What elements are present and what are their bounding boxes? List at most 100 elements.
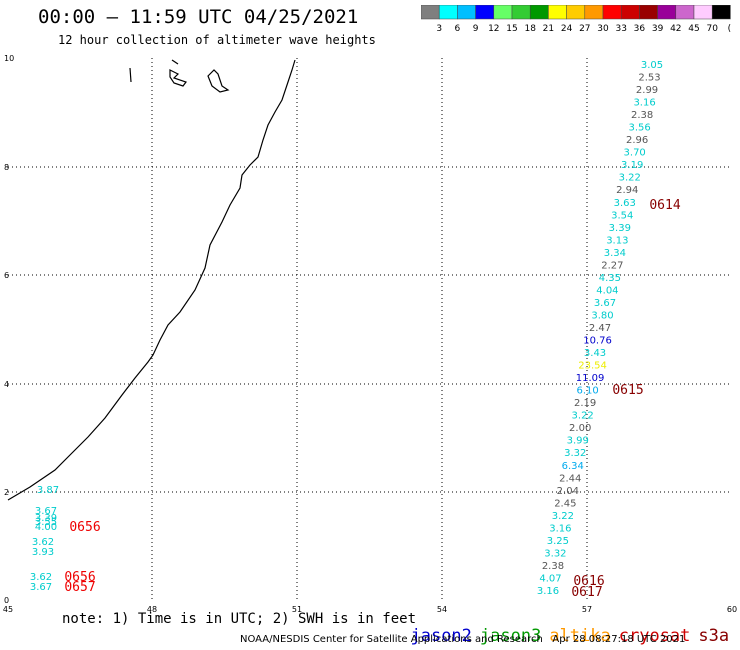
wave-height-value: 3.54 (611, 210, 633, 221)
legend-altika: altika (549, 626, 611, 646)
scale-label: 3 (436, 24, 442, 34)
wave-height-value: 3.99 (567, 436, 589, 447)
wave-height-value: 3.62 (30, 572, 52, 583)
wave-height-value: 3.87 (37, 485, 59, 496)
legend-jason2: jason2 (410, 626, 472, 646)
wave-height-value: 4.04 (596, 285, 618, 296)
color-swatch (657, 5, 677, 20)
legend-jason3: jason3 (479, 626, 542, 646)
color-swatch (548, 5, 567, 20)
x-tick-label: 57 (582, 605, 592, 614)
wave-height-value: 3.43 (584, 348, 606, 359)
scale-label: 30 (597, 24, 609, 34)
wave-height-value: 3.55 (35, 517, 57, 528)
wave-height-value: 3.67 (35, 506, 57, 517)
scale-label: 6 (455, 24, 461, 34)
x-tick-label: 54 (437, 605, 447, 614)
color-swatch (639, 5, 658, 20)
x-tick-label: 48 (147, 605, 157, 614)
wave-height-value: 2.38 (542, 561, 564, 572)
scale-label: 18 (524, 24, 536, 34)
wave-height-value: 3.22 (552, 511, 574, 522)
wave-height-value: 3.22 (619, 173, 641, 184)
y-tick-label: 10 (4, 54, 14, 63)
wave-height-value: 3.63 (614, 198, 636, 209)
pass-time-label: 0656 (64, 570, 95, 585)
wave-height-value: 3.16 (537, 586, 559, 597)
color-swatch (457, 5, 476, 20)
scale-label: 33 (615, 24, 626, 34)
wave-height-value: 4.00 (35, 522, 57, 533)
y-tick-label: 6 (4, 271, 9, 280)
note-text: note: 1) Time is in UTC; 2) SWH is in fe… (62, 611, 417, 627)
legend-cryosat: cryosat (618, 626, 691, 646)
y-tick-label: 8 (4, 163, 9, 172)
wave-height-value: 2.38 (631, 110, 653, 121)
scale-label: 39 (652, 24, 664, 34)
wave-height-value: 2.45 (554, 498, 576, 509)
wave-height-value: 3.67 (30, 582, 52, 593)
wave-height-value: 11.09 (576, 373, 605, 384)
wave-height-value: 10.76 (583, 336, 612, 347)
scale-label: 12 (488, 24, 499, 34)
wave-height-value: 3.62 (32, 537, 54, 548)
color-swatch (529, 5, 549, 20)
map-subtitle: 12 hour collection of altimeter wave hei… (58, 33, 376, 47)
scale-label: 42 (670, 24, 681, 34)
wave-height-value: 3.05 (641, 60, 663, 71)
color-swatch (584, 5, 604, 20)
wave-height-value: 3.16 (549, 523, 571, 534)
scale-label: 70 (706, 24, 718, 34)
wave-height-value: 2.27 (601, 260, 623, 271)
coastline (7, 59, 296, 501)
island-shape (169, 69, 187, 87)
island-shape (129, 67, 132, 83)
wave-height-value: 3.34 (604, 248, 626, 259)
island-shape (207, 69, 230, 93)
scale-label: 15 (506, 24, 517, 34)
pass-time-label: 0656 (69, 520, 100, 535)
map-title: 00:00 – 11:59 UTC 04/25/2021 (38, 6, 359, 28)
wave-height-value: 3.13 (606, 235, 628, 246)
pass-time-label: 0657 (64, 580, 95, 595)
scale-label: 21 (543, 24, 554, 34)
scale-unit: (ft) (728, 24, 731, 34)
wave-height-value: 2.99 (636, 85, 658, 96)
map-grid (8, 58, 732, 600)
east-altimeter-track: 3.052.532.993.162.383.562.963.703.193.22… (537, 60, 663, 597)
wave-height-value: 3.56 (628, 123, 650, 134)
wave-height-value: 2.53 (638, 73, 660, 84)
wave-height-value: 3.67 (594, 298, 616, 309)
wave-height-value: 2.00 (569, 423, 591, 434)
scale-label: 27 (579, 24, 590, 34)
color-swatch (511, 5, 531, 20)
scale-label: 45 (688, 24, 699, 34)
wave-height-value: 6.34 (562, 461, 584, 472)
wave-height-value: 4.35 (599, 273, 621, 284)
scale-label: 36 (634, 24, 646, 34)
color-swatch (675, 5, 695, 20)
axis-ticks: 45 48 51 54 57 60 0 2 4 6 8 10 (3, 54, 737, 614)
wave-height-value: 3.39 (609, 223, 631, 234)
y-tick-label: 0 (4, 596, 9, 605)
wave-height-value: 3.25 (547, 536, 569, 547)
wave-height-value: 2.96 (626, 135, 648, 146)
color-swatch (493, 5, 513, 20)
island-shape (171, 59, 179, 65)
x-tick-label: 60 (727, 605, 737, 614)
color-swatch (602, 5, 622, 20)
y-tick-label: 4 (4, 380, 9, 389)
wave-height-value: 2.47 (589, 323, 611, 334)
wave-height-value: 3.32 (544, 548, 566, 559)
satellite-legend: jason2 jason3 altika cryosat s3a (390, 606, 737, 646)
legend-s3a: s3a (698, 626, 730, 646)
pass-time-label: 0615 (612, 383, 643, 398)
wave-height-value: 3.80 (591, 310, 613, 321)
wave-height-value: 2.94 (616, 185, 638, 196)
color-swatch (566, 5, 586, 20)
y-tick-label: 2 (4, 488, 9, 497)
pass-time-label: 0614 (649, 198, 680, 213)
wave-height-value: 4.07 (539, 573, 561, 584)
